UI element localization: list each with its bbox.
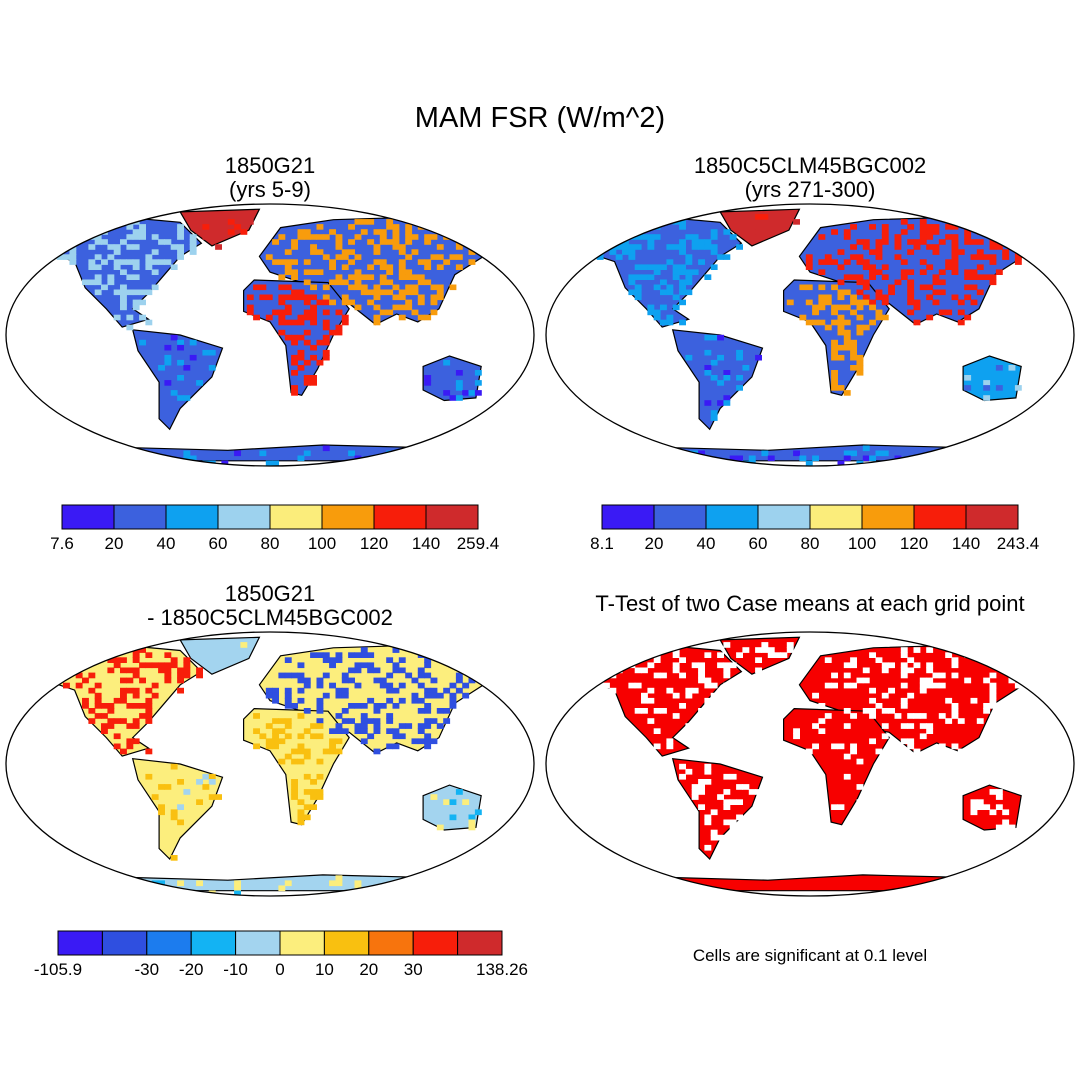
colorbar-label: 40	[157, 534, 176, 553]
main-title: MAM FSR (W/m^2)	[414, 102, 666, 134]
colorbar-label: 0	[275, 960, 284, 979]
map-top-right	[545, 203, 1075, 467]
colorbar-swatch	[61, 504, 115, 530]
colorbar-label: 60	[209, 534, 228, 553]
colorbar-label: 80	[801, 534, 820, 553]
continent-namerica	[582, 644, 743, 757]
colorbar-swatch	[425, 504, 479, 530]
continent-greenland	[719, 636, 801, 675]
colorbar-top-left: 7.6 20 40 60 80 100 120 140 259.4	[50, 504, 500, 553]
colorbar-bottom-left: -105.9 -30 -20 -10 0 10 20 30 138.26	[34, 930, 528, 979]
colorbar-swatch	[757, 504, 811, 530]
colorbar-label: 80	[261, 534, 280, 553]
colorbar-label: 20	[645, 534, 664, 553]
colorbar-label: 120	[360, 534, 388, 553]
colorbar-swatch	[279, 930, 325, 956]
colorbar-swatch	[368, 930, 414, 956]
colorbar-label: 20	[105, 534, 124, 553]
bottom-right-land	[582, 636, 1035, 892]
continent-australia	[962, 784, 1022, 831]
panel-title-top-right: 1850C5CLM45BGC002 (yrs 271-300)	[660, 154, 960, 202]
map-bottom-right	[545, 631, 1075, 897]
colorbar-swatch	[601, 504, 655, 530]
panel-title-bottom-right: T-Test of two Case means at each grid po…	[540, 592, 1080, 616]
colorbar-label: -105.9	[34, 960, 82, 979]
colorbar-swatch	[412, 930, 459, 956]
map-border	[545, 203, 1075, 467]
panel-title-bottom-right-line1: T-Test of two Case means at each grid po…	[595, 591, 1025, 616]
colorbar-label: 100	[308, 534, 336, 553]
colorbar-swatch	[235, 930, 281, 956]
continent-greenland	[179, 208, 261, 247]
panel-title-top-left: 1850G21 (yrs 5-9)	[130, 154, 410, 202]
panel-title-bottom-left-line2: - 1850C5CLM45BGC002	[147, 605, 393, 630]
map-top-left	[5, 203, 535, 467]
colorbar-swatch	[457, 930, 503, 956]
colorbar-label: 10	[315, 960, 334, 979]
colorbar-label: 140	[412, 534, 440, 553]
colorbar-label: -30	[135, 960, 160, 979]
continent-namerica	[582, 216, 743, 328]
continent-greenland	[719, 208, 801, 247]
colorbar-swatch	[373, 504, 427, 530]
colorbar-label: 60	[749, 534, 768, 553]
colorbar-swatch	[57, 930, 103, 956]
colorbar-swatch	[217, 504, 271, 530]
panel-title-top-right-line1: 1850C5CLM45BGC002	[693, 153, 927, 178]
colorbar-top-right: 8.1 20 40 60 80 100 120 140 243.4	[590, 504, 1040, 553]
colorbar-label: 259.4	[457, 534, 500, 553]
colorbar-label: 140	[952, 534, 980, 553]
panel-title-bottom-left-line1: 1850G21	[224, 581, 316, 606]
colorbar-swatch	[146, 930, 192, 956]
colorbar-label: 100	[848, 534, 876, 553]
map-border	[545, 631, 1075, 897]
colorbar-swatch	[705, 504, 759, 530]
panel-title-top-right-line2: (yrs 271-300)	[744, 177, 876, 202]
colorbar-swatch	[165, 504, 219, 530]
colorbar-swatch	[113, 504, 167, 530]
continent-australia	[422, 784, 482, 831]
colorbar-label: 20	[359, 960, 378, 979]
panel-title-top-left-line2: (yrs 5-9)	[229, 177, 311, 202]
colorbar-swatch	[965, 504, 1019, 530]
top-right-land	[582, 208, 1035, 466]
colorbar-label: 138.26	[476, 960, 528, 979]
map-border	[5, 203, 535, 467]
map-border	[5, 631, 535, 897]
bottom-left-land	[42, 636, 493, 896]
colorbar-label: 8.1	[590, 534, 614, 553]
colorbar-swatch	[269, 504, 323, 530]
colorbar-label: -10	[223, 960, 248, 979]
significance-note: Cells are significant at 0.1 level	[692, 946, 928, 965]
colorbar-label: 30	[404, 960, 423, 979]
colorbar-swatch	[653, 504, 707, 530]
colorbar-label: 120	[900, 534, 928, 553]
continent-greenland	[179, 636, 261, 675]
continent-africa	[783, 707, 890, 826]
colorbar-label: -20	[179, 960, 204, 979]
colorbar-swatch	[323, 930, 370, 956]
colorbar-swatch	[321, 504, 375, 530]
continent-australia	[422, 355, 482, 402]
colorbar-label: 40	[697, 534, 716, 553]
colorbar-swatch	[190, 930, 237, 956]
colorbar-label: 7.6	[50, 534, 74, 553]
continent-africa	[243, 707, 350, 826]
continent-australia	[962, 355, 1022, 402]
panel-title-bottom-left: 1850G21 - 1850C5CLM45BGC002	[120, 582, 420, 630]
continent-samerica	[671, 758, 764, 861]
colorbar-swatch	[101, 930, 148, 956]
top-left-land	[42, 208, 495, 466]
colorbar-swatch	[861, 504, 915, 530]
colorbar-label: 243.4	[997, 534, 1040, 553]
map-bottom-left	[5, 631, 535, 897]
colorbar-swatch	[913, 504, 967, 530]
panel-title-top-left-line1: 1850G21	[224, 153, 316, 178]
colorbar-swatch	[809, 504, 863, 530]
